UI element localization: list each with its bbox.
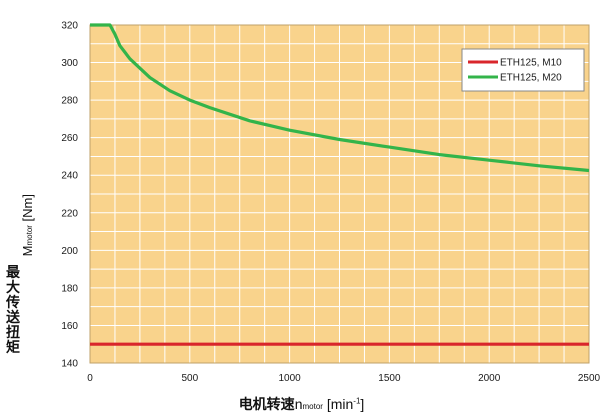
y-axis-ticks: 140 160 180 200 220 240 260 280 300 320 bbox=[61, 21, 78, 370]
y-tick-label: 180 bbox=[61, 283, 78, 294]
y-tick-label: 220 bbox=[61, 208, 78, 219]
gridlines bbox=[89, 24, 590, 364]
y-tick-label: 320 bbox=[61, 21, 78, 32]
x-tick-label: 1500 bbox=[378, 373, 401, 384]
series-line-2 bbox=[90, 23, 590, 173]
y-tick-label: 260 bbox=[61, 133, 78, 144]
plot-border bbox=[89, 24, 590, 364]
x-tick-label: 500 bbox=[181, 373, 198, 384]
x-tick-label: 2000 bbox=[478, 373, 501, 384]
y-tick-label: 240 bbox=[61, 171, 78, 182]
legend: ETH125, M10 ETH125, M20 bbox=[461, 48, 585, 92]
x-tick-label: 1000 bbox=[278, 373, 301, 384]
y-tick-label: 300 bbox=[61, 58, 78, 69]
y-tick-label: 280 bbox=[61, 96, 78, 107]
y-tick-label: 200 bbox=[61, 246, 78, 257]
legend-label-1: ETH125, M10 bbox=[500, 58, 562, 69]
y-axis-label-symbol: Mmotor [Nm] bbox=[20, 194, 35, 257]
y-tick-label: 140 bbox=[61, 359, 78, 370]
x-tick-label: 2500 bbox=[578, 373, 601, 384]
y-axis-label-chinese: 最大传送扭矩 bbox=[6, 265, 20, 356]
x-tick-label: 0 bbox=[87, 373, 93, 384]
y-tick-label: 160 bbox=[61, 321, 78, 332]
legend-label-2: ETH125, M20 bbox=[500, 73, 562, 84]
series-layer bbox=[90, 23, 590, 346]
legend-box bbox=[461, 48, 585, 92]
x-axis-label: 电机转速nmotor [min-1] bbox=[238, 396, 365, 413]
x-axis-ticks: 0 500 1000 1500 2000 2500 bbox=[87, 373, 600, 384]
